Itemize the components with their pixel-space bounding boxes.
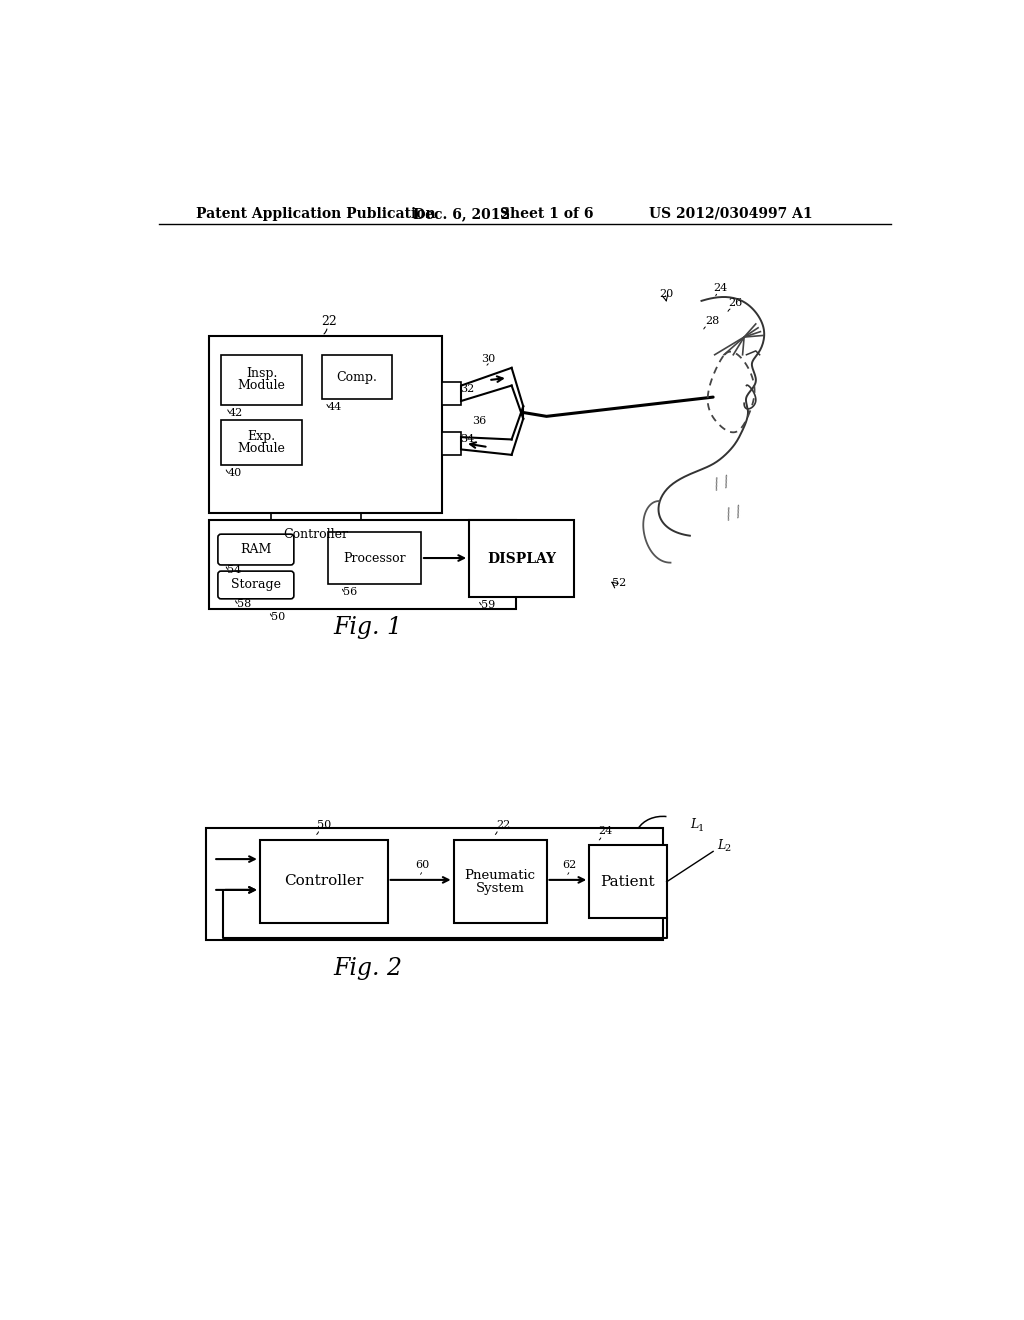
Text: / /: / / (713, 474, 731, 492)
Bar (442, 432, 461, 455)
Text: L: L (717, 840, 725, 853)
Text: System: System (475, 882, 524, 895)
Text: 28: 28 (706, 315, 720, 326)
Bar (209, 520, 515, 609)
Bar (221, 420, 302, 465)
Bar (328, 532, 421, 585)
Text: 22: 22 (322, 314, 337, 327)
Text: 56: 56 (343, 587, 357, 597)
Text: Insp.: Insp. (246, 367, 278, 380)
Text: RAM: RAM (241, 543, 271, 556)
Text: US 2012/0304997 A1: US 2012/0304997 A1 (649, 207, 812, 220)
Text: 59: 59 (480, 601, 495, 610)
Text: Fig. 1: Fig. 1 (334, 616, 402, 639)
Bar (260, 840, 388, 923)
Text: 20: 20 (658, 289, 673, 300)
Text: Fig. 2: Fig. 2 (334, 957, 402, 979)
Text: Module: Module (238, 442, 286, 455)
Text: 50: 50 (271, 611, 286, 622)
Text: Comp.: Comp. (336, 371, 377, 384)
Text: Module: Module (238, 379, 286, 392)
Bar (322, 355, 391, 400)
Bar (442, 381, 461, 405)
Text: 1: 1 (697, 824, 703, 833)
Bar (209, 335, 442, 512)
Text: Exp.: Exp. (248, 430, 275, 444)
FancyBboxPatch shape (218, 535, 294, 565)
Text: L: L (690, 818, 698, 832)
Bar (589, 845, 667, 919)
Text: Storage: Storage (230, 578, 281, 591)
Text: Dec. 6, 2012: Dec. 6, 2012 (414, 207, 510, 220)
Text: 30: 30 (480, 355, 495, 364)
Text: 22: 22 (496, 820, 510, 829)
FancyBboxPatch shape (218, 572, 294, 599)
Text: 44: 44 (328, 403, 342, 412)
Text: 24: 24 (598, 826, 612, 836)
Text: 58: 58 (237, 598, 251, 609)
Text: 60: 60 (415, 861, 429, 870)
Text: 24: 24 (713, 282, 727, 293)
Text: Pneumatic: Pneumatic (465, 869, 536, 882)
Text: Controller: Controller (284, 528, 348, 541)
Text: 52: 52 (612, 578, 627, 587)
Text: 40: 40 (227, 467, 242, 478)
Bar (206, 829, 663, 940)
Text: DISPLAY: DISPLAY (486, 552, 556, 566)
Text: Patent Application Publication: Patent Application Publication (197, 207, 436, 220)
Text: 26: 26 (729, 298, 742, 309)
Text: / /: / / (725, 504, 743, 523)
Bar (221, 355, 302, 405)
Text: 32: 32 (460, 384, 474, 393)
Text: 2: 2 (725, 845, 731, 854)
Text: 36: 36 (472, 416, 486, 426)
Text: 62: 62 (562, 861, 577, 870)
Text: 42: 42 (228, 408, 243, 417)
Text: Controller: Controller (284, 874, 364, 888)
Text: Sheet 1 of 6: Sheet 1 of 6 (500, 207, 594, 220)
Text: 34: 34 (460, 434, 474, 444)
Text: 50: 50 (317, 820, 332, 829)
Text: Processor: Processor (343, 552, 406, 565)
Bar (469, 520, 573, 598)
Bar (454, 840, 547, 923)
Text: Patient: Patient (600, 875, 655, 888)
Text: 54: 54 (227, 565, 242, 574)
